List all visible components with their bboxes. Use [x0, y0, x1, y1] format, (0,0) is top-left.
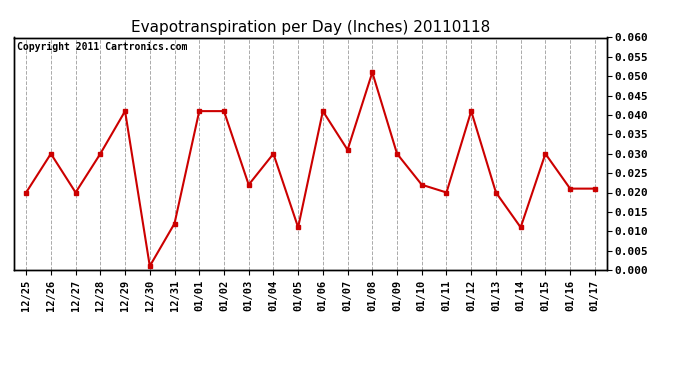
- Text: Copyright 2011 Cartronics.com: Copyright 2011 Cartronics.com: [17, 42, 187, 52]
- Title: Evapotranspiration per Day (Inches) 20110118: Evapotranspiration per Day (Inches) 2011…: [131, 20, 490, 35]
